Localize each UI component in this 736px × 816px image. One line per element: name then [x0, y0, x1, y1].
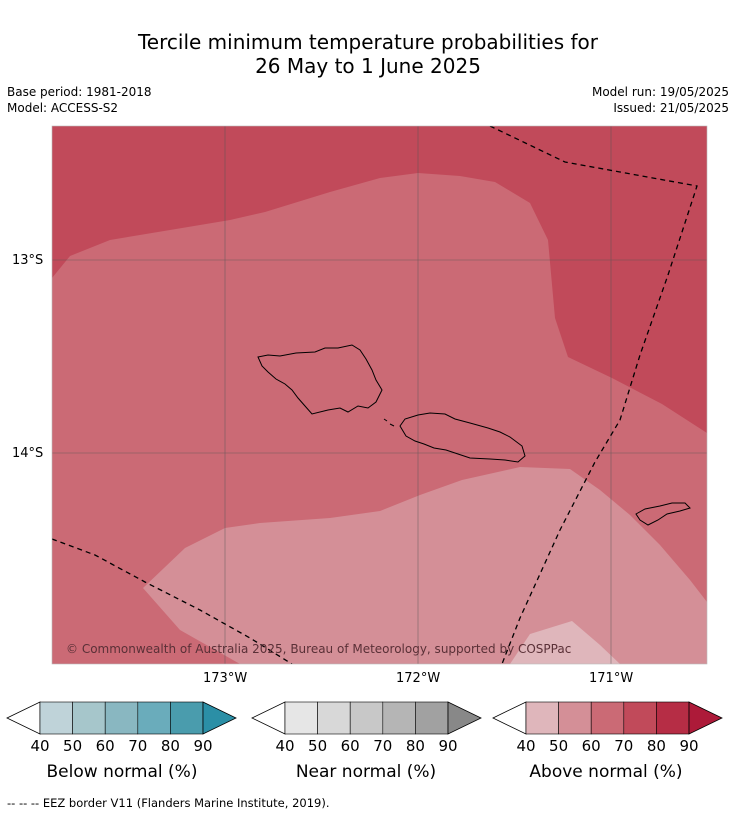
- below-segment: [170, 701, 204, 735]
- legend-title-below: Below normal (%): [46, 762, 198, 782]
- islands: [257, 344, 691, 526]
- above-low-triangle: [492, 701, 527, 735]
- above-tick-label: 60: [582, 737, 601, 755]
- near-tick-label: 40: [275, 737, 294, 755]
- near-segment: [415, 701, 449, 735]
- near-tick-label: 90: [438, 737, 457, 755]
- map: © Commonwealth of Australia 2025, Bureau…: [51, 125, 708, 665]
- eez-border: [52, 126, 698, 664]
- below-tick-label: 70: [128, 737, 147, 755]
- title-line-1: Tercile minimum temperature probabilitie…: [137, 30, 599, 54]
- below-segment: [104, 701, 139, 735]
- lon-label-171w: 171°W: [589, 671, 634, 686]
- near-tick-label: 60: [341, 737, 360, 755]
- island-manono: [383, 418, 388, 422]
- near-high-triangle: [447, 701, 482, 735]
- lat-label-14s: 14°S: [12, 446, 44, 461]
- legend-title-above: Above normal (%): [529, 762, 683, 782]
- below-low-triangle: [6, 701, 41, 735]
- island-tutuila: [635, 502, 691, 526]
- above-tick-label: 90: [679, 737, 698, 755]
- above-high-triangle: [688, 701, 723, 735]
- copyright-text: © Commonwealth of Australia 2025, Bureau…: [66, 642, 571, 656]
- eez-footnote: -- -- -- EEZ border V11 (Flanders Marine…: [7, 796, 330, 810]
- lon-label-172w: 172°W: [396, 671, 441, 686]
- issued-date: Issued: 21/05/2025: [613, 101, 729, 115]
- below-segment: [72, 701, 106, 735]
- near-segment: [284, 701, 318, 735]
- lat-label-13s: 13°S: [12, 253, 44, 268]
- near-segment: [382, 701, 416, 735]
- near-segment: [317, 701, 351, 735]
- region-above-40: [510, 621, 620, 664]
- below-tick-label: 90: [193, 737, 212, 755]
- near-tick-label: 80: [406, 737, 425, 755]
- below-high-triangle: [202, 701, 237, 735]
- title-line-2: 26 May to 1 June 2025: [255, 54, 481, 78]
- lon-label-173w: 173°W: [203, 671, 248, 686]
- above-tick-label: 70: [614, 737, 633, 755]
- below-tick-label: 80: [161, 737, 180, 755]
- island-apolima: [389, 423, 395, 427]
- meta-right: Model run: 19/05/2025 Issued: 21/05/2025: [592, 84, 729, 116]
- island-savaii: [257, 344, 383, 415]
- island-upolu: [399, 412, 526, 463]
- near-tick-label: 70: [373, 737, 392, 755]
- below-tick-label: 40: [30, 737, 49, 755]
- above-tick-label: 40: [516, 737, 535, 755]
- legend: 40 50 60 70 80 90 40 50 60 70 80 90 40 50 60 70 80 90: [6, 701, 723, 755]
- colorbar-above-normal: 40 50 60 70 80 90: [492, 701, 723, 755]
- above-segment: [656, 701, 690, 735]
- below-tick-label: 50: [63, 737, 82, 755]
- above-segment: [525, 701, 559, 735]
- model-name: Model: ACCESS-S2: [7, 101, 119, 115]
- near-tick-label: 50: [308, 737, 327, 755]
- near-segment: [349, 701, 384, 735]
- meta-left: Base period: 1981-2018 Model: ACCESS-S2: [7, 84, 152, 116]
- chart-title: Tercile minimum temperature probabilitie…: [0, 30, 736, 78]
- below-segment: [39, 701, 73, 735]
- colorbar-below-normal: 40 50 60 70 80 90: [6, 701, 237, 755]
- near-low-triangle: [251, 701, 286, 735]
- legend-title-near: Near normal (%): [295, 762, 437, 782]
- above-tick-label: 50: [549, 737, 568, 755]
- model-run: Model run: 19/05/2025: [591, 85, 729, 99]
- graticule: [52, 126, 707, 664]
- above-tick-label: 80: [647, 737, 666, 755]
- above-segment: [590, 701, 625, 735]
- colorbar-near-normal: 40 50 60 70 80 90: [251, 701, 482, 755]
- probability-field: [52, 126, 707, 664]
- below-segment: [137, 701, 171, 735]
- below-tick-label: 60: [96, 737, 115, 755]
- above-segment: [623, 701, 657, 735]
- above-segment: [558, 701, 592, 735]
- region-above-50: [143, 467, 707, 664]
- base-period: Base period: 1981-2018: [7, 85, 152, 99]
